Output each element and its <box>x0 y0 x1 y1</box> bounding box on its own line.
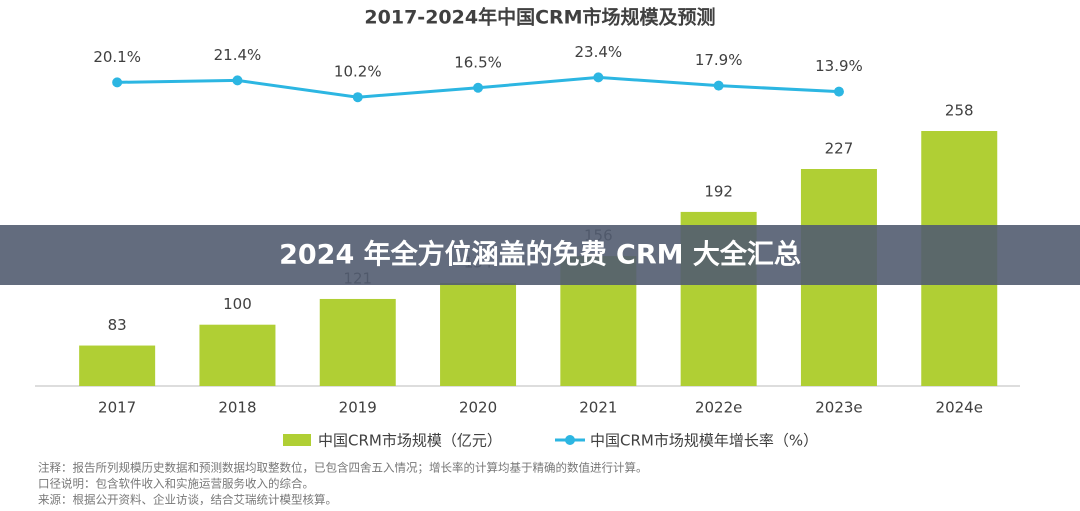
chart-title: 2017-2024年中国CRM市场规模及预测 <box>364 6 715 29</box>
data-label: 23.4% <box>575 43 623 61</box>
x-tick-label: 2018 <box>218 399 256 417</box>
x-tick-label: 2020 <box>459 399 497 417</box>
data-label: 258 <box>945 102 974 120</box>
x-tick-label: 2021 <box>579 399 617 417</box>
legend-label: 中国CRM市场规模（亿元） <box>318 432 502 450</box>
point <box>593 72 604 83</box>
data-label: 13.9% <box>815 57 863 75</box>
bar <box>199 324 276 386</box>
data-label: 10.2% <box>334 63 382 81</box>
point <box>352 92 363 103</box>
x-tick-label: 2022e <box>695 399 742 417</box>
point <box>713 80 724 91</box>
bar <box>319 298 396 386</box>
note: 注释：报告所列规模历史数据和预测数据均取整数位，已包含四舍五入情况；增长率的计算… <box>38 461 648 475</box>
banner-text: 2024 年全方位涵盖的免费 CRM 大全汇总 <box>279 239 801 271</box>
x-tick-label: 2017 <box>98 399 136 417</box>
data-label: 100 <box>223 295 252 313</box>
data-label: 17.9% <box>695 51 743 69</box>
data-label: 83 <box>108 316 127 334</box>
data-label: 192 <box>704 182 733 200</box>
note: 来源：根据公开资料、企业访谈，结合艾瑞统计模型核算。 <box>38 493 337 507</box>
data-label: 20.1% <box>93 48 141 66</box>
legend-swatch <box>283 434 311 446</box>
legend-label: 中国CRM市场规模年增长率（%） <box>590 432 818 450</box>
x-tick-label: 2024e <box>936 399 983 417</box>
data-label: 21.4% <box>214 46 262 64</box>
point <box>112 77 123 88</box>
bar <box>79 345 156 386</box>
point <box>833 86 844 97</box>
x-tick-label: 2019 <box>339 399 377 417</box>
point <box>232 75 243 86</box>
banner <box>0 225 1080 285</box>
bar <box>440 283 517 386</box>
legend-swatch <box>565 435 575 445</box>
point <box>473 82 484 93</box>
data-label: 227 <box>825 140 854 158</box>
data-label: 16.5% <box>454 53 502 71</box>
x-tick-label: 2023e <box>815 399 862 417</box>
note: 口径说明：包含软件收入和实施运营服务收入的综合。 <box>38 477 314 491</box>
